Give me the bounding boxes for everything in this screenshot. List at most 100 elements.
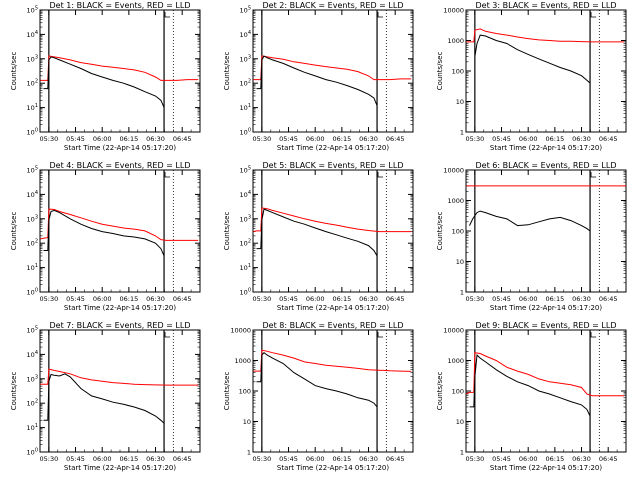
x-axis-label: Start Time (22-Apr-14 05:17:20)	[277, 304, 389, 312]
y-tick-label: 103	[27, 54, 38, 63]
y-tick-label: 10	[243, 418, 251, 426]
x-tick-label: 06:00	[93, 455, 112, 463]
x-axis-label: Start Time (22-Apr-14 05:17:20)	[64, 144, 176, 152]
y-tick-label: 10000	[230, 327, 251, 335]
lld-series-line	[253, 55, 412, 81]
detector-plot-8: Det 8: BLACK = Events, RED = LLD 1 10 100 10…	[223, 321, 414, 472]
y-tick-label: 102	[27, 239, 38, 248]
x-tick-label: 05:30	[252, 295, 271, 303]
y-tick-label: 100	[452, 68, 464, 76]
events-series-line	[256, 55, 378, 106]
plot-title: Det 5: BLACK = Events, RED = LLD	[263, 161, 404, 170]
events-series-line	[43, 209, 165, 257]
events-series-line	[256, 352, 378, 408]
y-tick-label: 104	[240, 30, 251, 39]
detector-plot-1: Det 1: BLACK = Events, RED = LLD 100 101 10…	[10, 1, 201, 152]
x-tick-label: 06:15	[332, 455, 351, 463]
x-tick-label: 06:00	[306, 455, 325, 463]
plot-title: Det 6: BLACK = Events, RED = LLD	[476, 161, 617, 170]
x-tick-label: 05:30	[465, 295, 484, 303]
detector-plot-7: Det 7: BLACK = Events, RED = LLD 100 101 10…	[10, 321, 201, 472]
x-tick-label: 06:15	[545, 295, 564, 303]
y-tick-label: 10	[456, 418, 464, 426]
x-tick-label: 06:00	[519, 295, 538, 303]
y-tick-label: 103	[240, 54, 251, 63]
plot-frame	[465, 329, 627, 453]
x-tick-label: 06:45	[599, 295, 618, 303]
y-tick-label: 10	[456, 258, 464, 266]
events-series-line	[469, 210, 591, 232]
x-tick-label: 06:45	[173, 455, 192, 463]
lld-series-line	[466, 28, 625, 43]
x-tick-label: 05:45	[492, 455, 511, 463]
x-axis-label: Start Time (22-Apr-14 05:17:20)	[277, 464, 389, 472]
plot-frame	[39, 9, 201, 133]
x-tick-label: 06:00	[519, 135, 538, 143]
x-axis-label: Start Time (22-Apr-14 05:17:20)	[277, 144, 389, 152]
y-tick-label: 100	[452, 228, 464, 236]
y-tick-label: 101	[240, 263, 251, 272]
y-axis-label: Counts/sec	[10, 52, 18, 91]
x-tick-label: 06:00	[306, 295, 325, 303]
marker-bracket	[164, 332, 171, 338]
y-tick-label: 101	[27, 423, 38, 432]
x-tick-label: 05:45	[279, 455, 298, 463]
y-tick-label: 104	[27, 190, 38, 199]
x-tick-label: 05:45	[66, 455, 85, 463]
x-tick-label: 05:30	[465, 135, 484, 143]
x-axis-label: Start Time (22-Apr-14 05:17:20)	[490, 144, 602, 152]
x-tick-label: 06:45	[599, 135, 618, 143]
x-tick-label: 06:30	[572, 455, 591, 463]
y-tick-label: 10	[456, 98, 464, 106]
x-tick-label: 06:30	[359, 455, 378, 463]
x-tick-label: 06:15	[332, 135, 351, 143]
plot-frame	[252, 169, 414, 293]
x-axis-label: Start Time (22-Apr-14 05:17:20)	[64, 304, 176, 312]
x-tick-label: 05:45	[279, 295, 298, 303]
plot-frame	[39, 329, 201, 453]
y-tick-label: 10000	[443, 7, 464, 15]
y-tick-label: 1	[460, 129, 464, 137]
x-tick-label: 06:00	[306, 135, 325, 143]
marker-bracket	[590, 332, 597, 338]
plot-title: Det 4: BLACK = Events, RED = LLD	[50, 161, 191, 170]
x-tick-label: 05:45	[492, 295, 511, 303]
detector-plot-3: Det 3: BLACK = Events, RED = LLD 1 10 100 10…	[436, 1, 627, 152]
marker-bracket	[377, 332, 384, 338]
x-tick-label: 06:30	[572, 135, 591, 143]
y-tick-label: 100	[239, 388, 251, 396]
y-tick-label: 1	[247, 449, 251, 457]
x-axis-label: Start Time (22-Apr-14 05:17:20)	[64, 464, 176, 472]
x-tick-label: 05:30	[39, 455, 58, 463]
y-tick-label: 100	[240, 288, 251, 297]
y-tick-label: 100	[240, 128, 251, 137]
detector-plot-9: Det 9: BLACK = Events, RED = LLD 1 10 100 10…	[436, 321, 627, 472]
y-tick-label: 102	[27, 79, 38, 88]
x-tick-label: 06:45	[386, 135, 405, 143]
y-axis-label: Counts/sec	[223, 372, 231, 411]
y-tick-label: 101	[240, 103, 251, 112]
lld-series-line	[40, 208, 199, 241]
y-tick-label: 100	[27, 128, 38, 137]
y-tick-label: 102	[240, 239, 251, 248]
x-tick-label: 05:45	[492, 135, 511, 143]
x-tick-label: 05:30	[252, 135, 271, 143]
y-axis-label: Counts/sec	[223, 52, 231, 91]
plot-frame	[39, 169, 201, 293]
marker-bracket	[164, 172, 171, 178]
y-tick-label: 104	[27, 30, 38, 39]
x-tick-label: 06:15	[332, 295, 351, 303]
y-tick-label: 101	[27, 103, 38, 112]
x-tick-label: 05:30	[39, 295, 58, 303]
plot-frame	[465, 169, 627, 293]
marker-bracket	[590, 172, 597, 178]
y-tick-label: 100	[27, 448, 38, 457]
events-series-line	[474, 34, 591, 84]
lld-series-line	[40, 55, 199, 81]
y-tick-label: 100	[452, 388, 464, 396]
x-tick-label: 06:30	[572, 295, 591, 303]
detector-plot-2: Det 2: BLACK = Events, RED = LLD 100 101 10…	[223, 1, 414, 152]
x-tick-label: 06:15	[119, 455, 138, 463]
x-tick-label: 06:30	[146, 295, 165, 303]
